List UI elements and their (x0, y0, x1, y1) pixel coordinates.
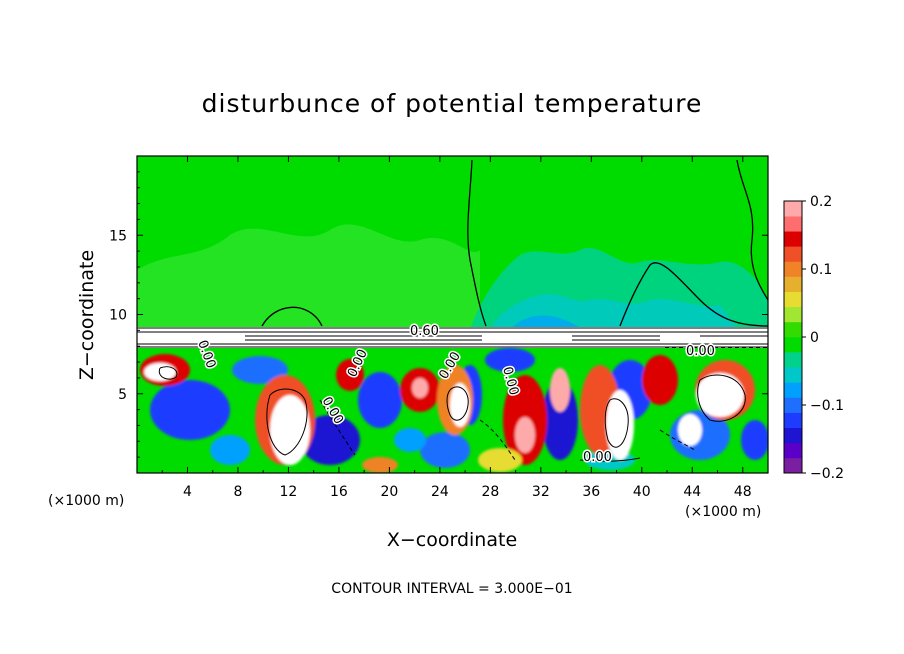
inversion-contours (137, 327, 768, 349)
x-tick-label: 40 (633, 484, 651, 500)
x-unit-right: (×1000 m) (685, 504, 761, 520)
contour-label: 0.00 (583, 450, 612, 465)
colorbar-tick-label: −0.2 (810, 466, 844, 482)
y-axis: 5 10 15 (109, 171, 768, 458)
colorbar-swatch (784, 337, 802, 353)
x-unit-left: (×1000 m) (48, 493, 124, 509)
x-tick-label: 44 (683, 484, 701, 500)
colorbar-swatch (784, 382, 802, 398)
upper-cyan-patch-3 (510, 315, 585, 330)
colorbar-swatch (784, 457, 802, 474)
x-tick-label: 28 (481, 484, 499, 500)
y-tick-label: 15 (109, 228, 127, 244)
colorbar-swatch (784, 216, 802, 232)
colorbar-swatch (784, 201, 802, 217)
x-axis-label: X−coordinate (387, 529, 517, 551)
lower-contours (158, 366, 746, 462)
colorbar-swatch (784, 261, 802, 277)
colorbar-swatch (784, 412, 802, 428)
x-tick-label: 48 (734, 484, 752, 500)
plot-area (137, 156, 768, 473)
x-tick-label: 32 (532, 484, 550, 500)
upper-small-contour (261, 306, 323, 327)
y-axis-label: Z−coordinate (76, 250, 98, 380)
colorbar: 0.2 0.1 0 −0.1 −0.2 (783, 194, 844, 482)
colorbar-tick-label: 0 (810, 330, 819, 346)
colorbar-swatch (784, 442, 802, 459)
colorbar-swatch (784, 246, 802, 262)
colorbar-tick-label: −0.1 (810, 398, 844, 414)
contour-label: 0.60 (410, 324, 439, 339)
inversion-band (137, 327, 768, 348)
upper-light-patch (137, 224, 480, 331)
colorbar-swatch (784, 352, 802, 368)
colorbar-tick-label: 0.1 (810, 262, 832, 278)
x-tick-label: 4 (183, 484, 192, 500)
lower-eddies (140, 348, 768, 473)
x-tick-label: 12 (280, 484, 298, 500)
y-tick-label: 5 (118, 387, 127, 403)
x-tick-label: 20 (380, 484, 398, 500)
x-tick-label: 24 (431, 484, 449, 500)
chart-title: disturbunce of potential temperature (202, 89, 703, 118)
contour-label: 0.00 (686, 344, 715, 359)
colorbar-tick-label: 0.2 (810, 194, 832, 210)
upper-contour-line (467, 159, 768, 327)
colorbar-swatch (784, 321, 802, 338)
colorbar-swatch (784, 427, 802, 444)
x-tick-label: 16 (330, 484, 348, 500)
x-axis: 4 8 12 16 20 24 28 32 36 40 44 48 (161, 156, 752, 500)
colorbar-swatch (784, 367, 802, 383)
contour-interval-note: CONTOUR INTERVAL = 3.000E−01 (331, 581, 572, 597)
colorbar-swatch (784, 291, 802, 308)
colorbar-swatch (784, 306, 802, 323)
x-tick-label: 36 (582, 484, 600, 500)
colorbar-swatch (784, 397, 802, 413)
colorbar-swatch (784, 231, 802, 247)
x-tick-label: 8 (233, 484, 242, 500)
colorbar-swatch (784, 276, 802, 292)
y-tick-label: 10 (109, 308, 127, 324)
